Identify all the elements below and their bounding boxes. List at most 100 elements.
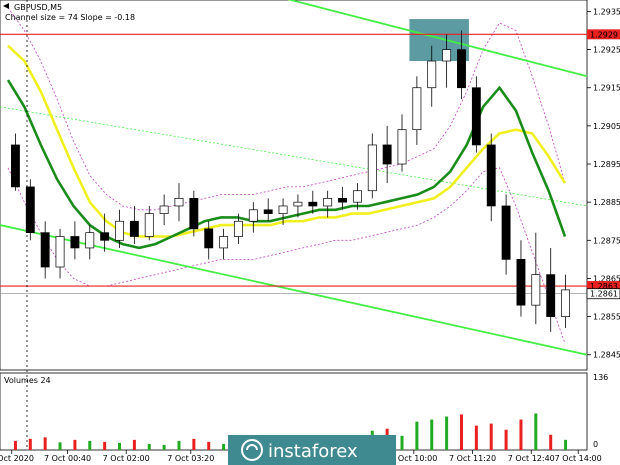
candle: [219, 228, 229, 260]
candle: [293, 194, 303, 218]
candle-body: [471, 87, 481, 146]
candle-body: [189, 198, 199, 230]
candle: [412, 76, 422, 145]
candle-body: [501, 205, 511, 260]
candle-body: [55, 236, 65, 268]
candle-body: [100, 232, 110, 241]
x-tick-label: 7 Oct 14:00: [555, 454, 602, 463]
x-tick-label: 7 Oct 11:20: [449, 454, 496, 463]
horizontal-levels: [0, 33, 587, 295]
candle: [100, 213, 110, 252]
candle: [367, 133, 377, 199]
candle-body: [219, 236, 229, 249]
candle: [40, 221, 50, 279]
candle: [323, 190, 333, 218]
volume-bar: [73, 439, 77, 450]
candle: [115, 209, 124, 248]
watermark: instaforex: [228, 435, 396, 465]
volume-bar: [118, 442, 122, 450]
candle-body: [323, 198, 333, 207]
candle-body: [204, 228, 214, 249]
candle: [204, 221, 214, 260]
candle: [189, 190, 199, 237]
symbol-label: GBPUSD,M5: [14, 3, 62, 12]
candle: [144, 205, 154, 241]
candle: [546, 247, 556, 332]
volume-bar: [474, 425, 478, 450]
price-marker-box: [586, 288, 620, 300]
price-marker-label: 1.2863: [590, 282, 618, 291]
y-tick-label: 1.2885: [593, 198, 620, 207]
candle-body: [293, 201, 303, 207]
volume-bar: [415, 421, 419, 450]
volume-tick-label: 136: [593, 373, 608, 382]
candle-body: [129, 220, 139, 237]
candle: [531, 232, 541, 325]
candle-body: [70, 236, 80, 249]
candle: [382, 125, 392, 184]
candle: [234, 213, 243, 245]
candle: [55, 228, 65, 279]
candle-body: [85, 232, 95, 249]
volume-tick-label: 0: [593, 440, 598, 449]
candle: [516, 240, 526, 317]
y-tick-label: 1.2865: [593, 274, 620, 283]
volume-axis: 136 0: [593, 373, 608, 449]
candle-body: [531, 274, 541, 306]
candle-body: [516, 259, 526, 306]
price-marker-box: [587, 29, 620, 40]
candle-body: [457, 49, 466, 89]
channel-line-upper: [287, 0, 588, 78]
y-tick-label: 1.2845: [593, 351, 620, 360]
candle-body: [144, 213, 154, 237]
candle-body: [427, 60, 437, 89]
candle-body: [159, 205, 169, 214]
x-tick-label: 7 Oct 00:40: [44, 454, 91, 463]
candle: [248, 202, 258, 233]
volume-bar: [13, 440, 17, 450]
watermark-text: instaforex: [268, 441, 358, 462]
candle-body: [561, 289, 571, 317]
candle: [129, 205, 139, 245]
candle: [85, 225, 95, 260]
candle-body: [10, 144, 20, 188]
price-marker-box: [587, 281, 620, 292]
candle-body: [263, 209, 273, 214]
candle-body: [40, 232, 50, 268]
candle: [397, 114, 407, 172]
volume-bar: [459, 414, 463, 450]
candle: [501, 194, 511, 275]
candle: [159, 194, 169, 226]
candle: [561, 274, 571, 329]
candle-body: [278, 205, 288, 214]
y-tick-label: 1.2915: [593, 84, 620, 93]
volume-bar: [400, 435, 404, 450]
triangle-down-icon: [3, 3, 9, 9]
candle-body: [308, 201, 318, 207]
candle: [352, 183, 362, 210]
volume-bar: [28, 438, 32, 450]
candle: [457, 30, 466, 100]
volume-bar: [207, 441, 211, 450]
candle-body: [248, 209, 258, 222]
y-tick-label: 1.2895: [593, 160, 620, 169]
candle: [471, 76, 481, 153]
candle: [278, 198, 288, 226]
volume-bar: [504, 429, 508, 450]
candle-body: [352, 190, 362, 203]
envelope-upper-line: [7, 7, 566, 211]
main-pane-border: [0, 0, 588, 371]
candles: [10, 30, 571, 332]
y-tick-label: 1.2855: [593, 313, 620, 322]
x-tick-label: 7 Oct 02:00: [103, 454, 150, 463]
y-axis: 1.2935 1.2925 1.2915 1.2905 1.2895 1.2885 1.28…: [586, 7, 620, 360]
price-marker: 1.2863: [587, 281, 620, 292]
candle-body: [25, 186, 35, 234]
candle-body: [397, 129, 407, 165]
volume-bar: [519, 419, 523, 450]
volume-bar: [430, 419, 434, 450]
x-tick-label: 7 Oct 10:00: [390, 454, 437, 463]
candle: [427, 45, 437, 107]
candle-body: [174, 198, 184, 207]
